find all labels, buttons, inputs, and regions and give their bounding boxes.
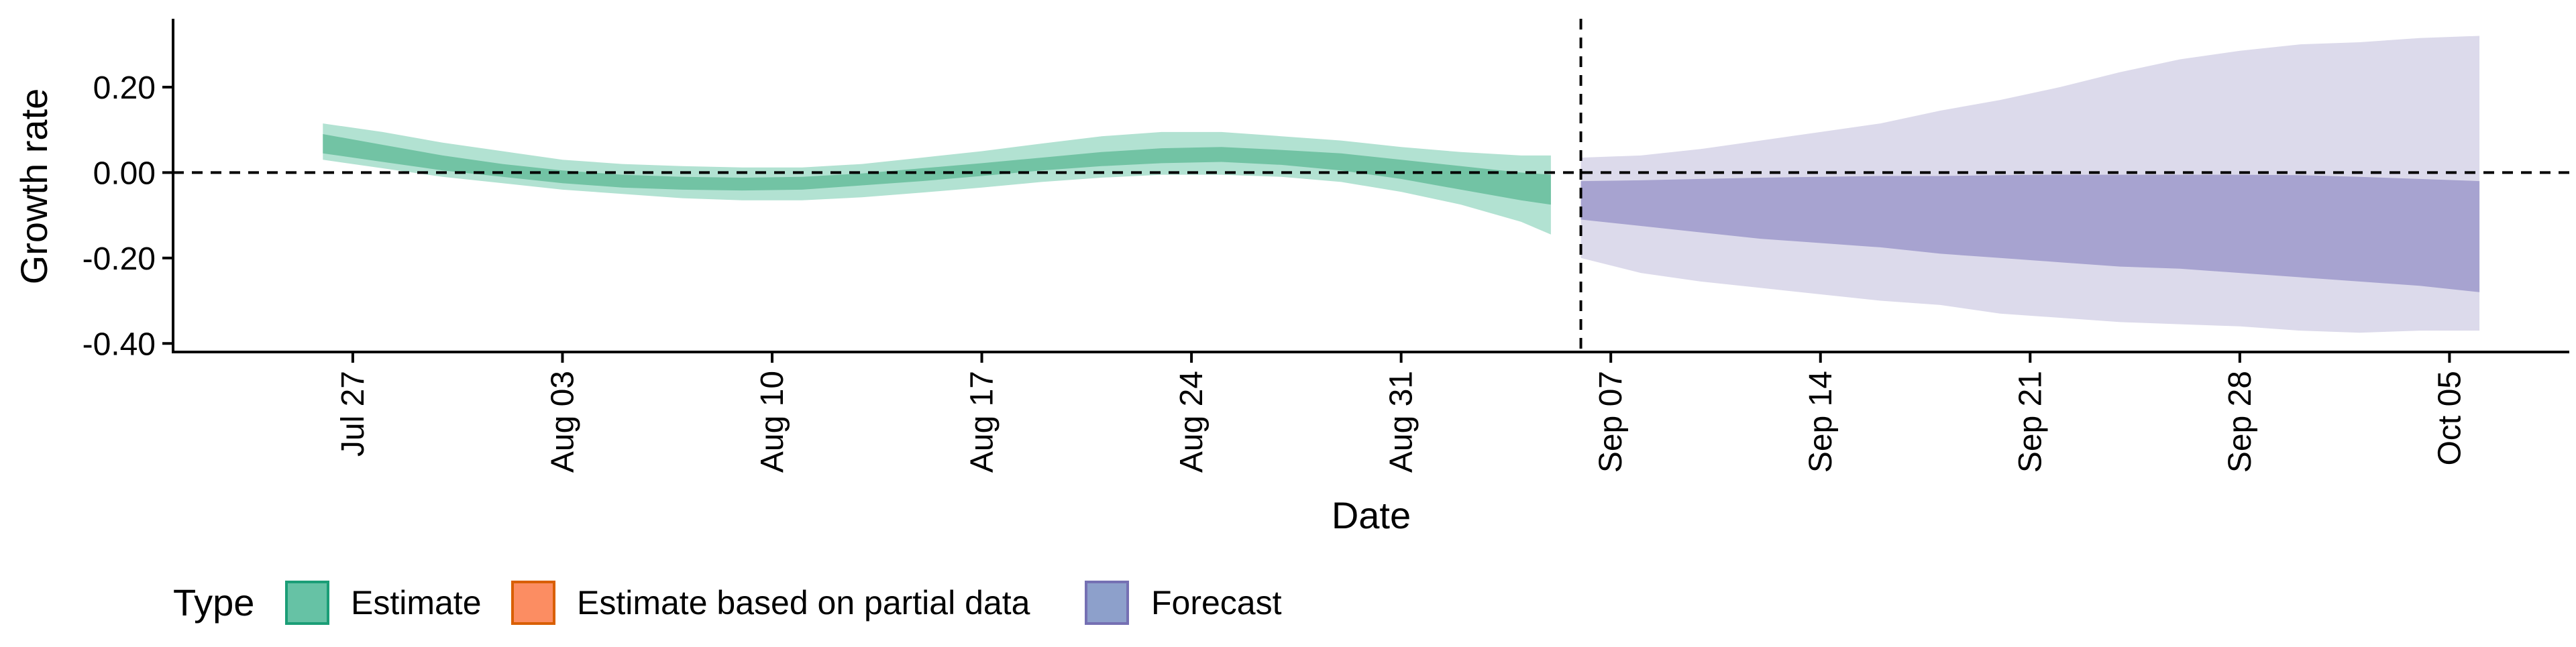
x-tick-label: Sep 07	[1593, 371, 1629, 473]
y-axis-label: Growth rate	[13, 89, 55, 285]
x-tick-label: Sep 28	[2222, 371, 2258, 473]
x-tick-label: Aug 31	[1384, 371, 1419, 473]
x-axis-label: Date	[1332, 494, 1411, 536]
reference-lines	[173, 19, 2569, 352]
legend-label-forecast: Forecast	[1151, 584, 1282, 622]
y-tick-label: -0.40	[83, 327, 156, 362]
y-tick-label: -0.20	[83, 241, 156, 277]
legend-key-partial	[511, 581, 555, 625]
y-tick-label: 0.00	[93, 156, 156, 191]
y-tick-label: 0.20	[93, 70, 156, 106]
legend-item-partial: Estimate based on partial data	[511, 581, 1030, 625]
legend-label-estimate: Estimate	[351, 584, 482, 622]
x-tick-label: Aug 10	[755, 371, 790, 473]
estimate-band-inner	[323, 134, 1551, 205]
x-tick-label: Aug 17	[965, 371, 1000, 473]
x-tick-label: Aug 24	[1174, 371, 1210, 473]
forecast-band-inner	[1580, 174, 2480, 292]
legend-label-partial: Estimate based on partial data	[577, 584, 1030, 622]
bands-layer	[323, 36, 2480, 333]
x-tick-label: Sep 14	[1803, 371, 1839, 473]
legend-key-forecast	[1085, 581, 1129, 625]
x-tick-label: Oct 05	[2432, 371, 2467, 465]
x-tick-label: Jul 27	[335, 371, 371, 457]
legend-item-estimate: Estimate	[285, 581, 482, 625]
legend-key-estimate	[285, 581, 329, 625]
x-tick-label: Aug 03	[545, 371, 581, 473]
legend-item-forecast: Forecast	[1085, 581, 1282, 625]
x-tick-label: Sep 21	[2012, 371, 2048, 473]
legend-title: Type	[173, 581, 254, 624]
legend: Type Estimate Estimate based on partial …	[173, 581, 1282, 625]
axes: 0.20 0.00 -0.20 -0.40 Jul 27 Aug 03 Aug 10 Aug …	[83, 19, 2569, 473]
